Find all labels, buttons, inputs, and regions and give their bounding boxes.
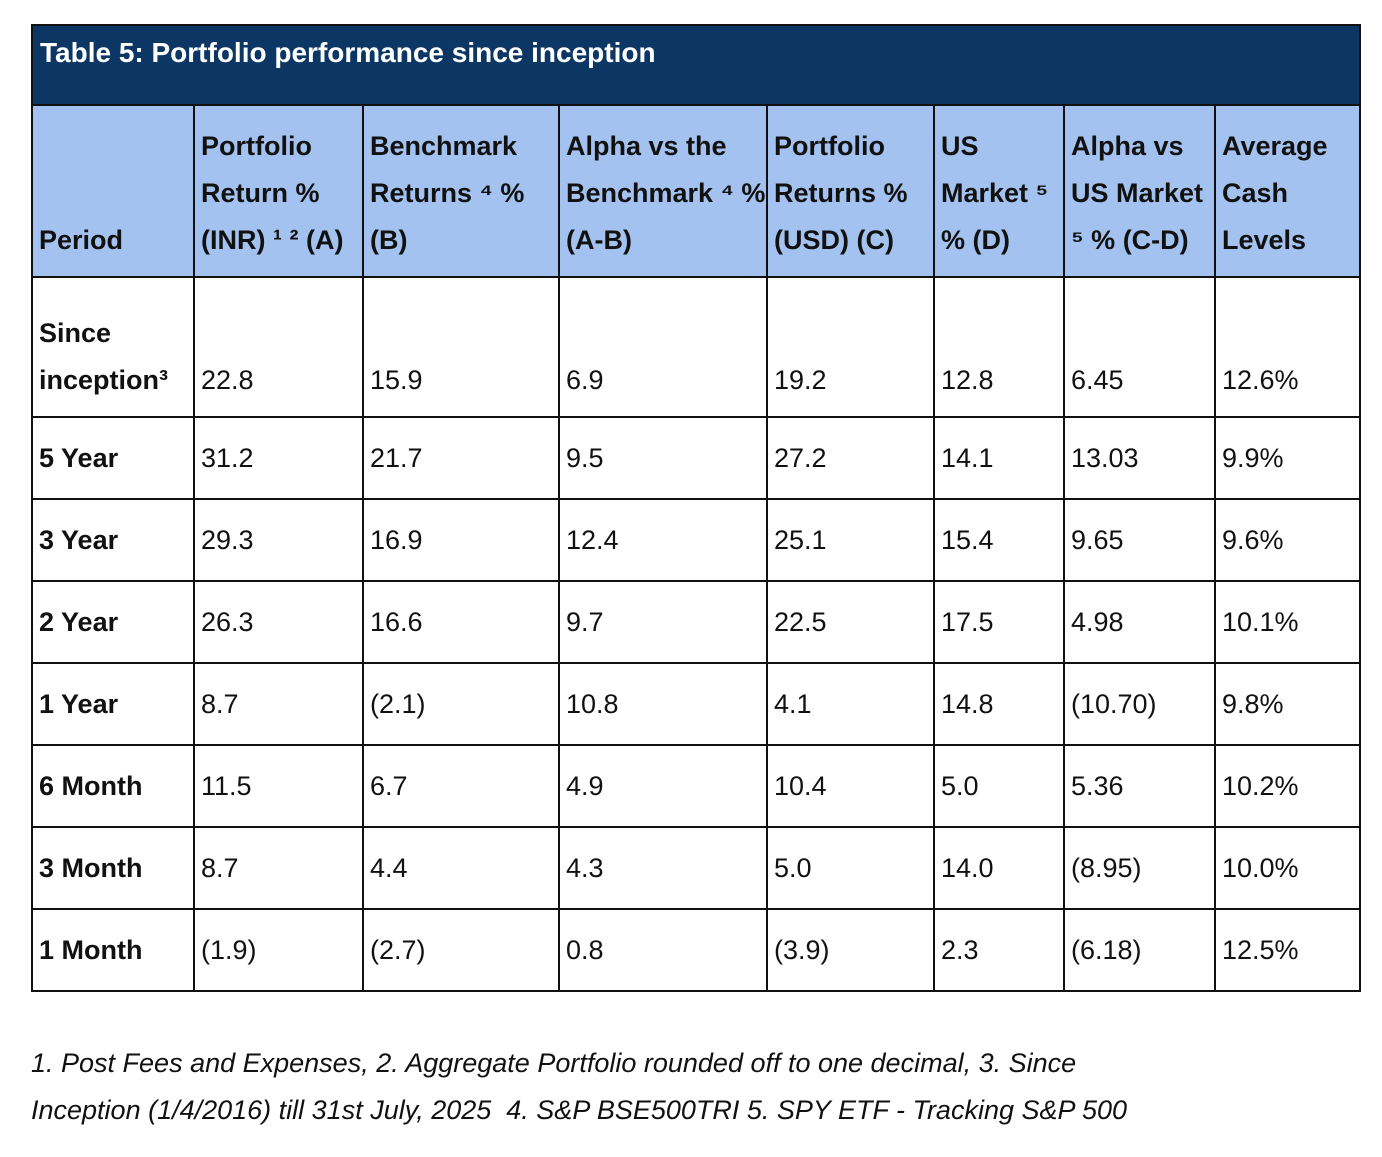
cell-period: 5 Year: [31, 416, 195, 500]
cell-alpha-vs-us-market: (8.95): [1063, 826, 1216, 910]
cell-alpha-vs-benchmark: 4.9: [558, 744, 768, 828]
cell-us-market: 17.5: [933, 580, 1065, 664]
cell-alpha-vs-us-market: 5.36: [1063, 744, 1216, 828]
performance-table-container: Table 5: Portfolio performance since inc…: [31, 24, 1361, 992]
cell-alpha-vs-benchmark: 4.3: [558, 826, 768, 910]
cell-period: Since inception³: [31, 276, 195, 418]
table-row: 1 Year 8.7 (2.1) 10.8 4.1 14.8 (10.70) 9…: [31, 662, 1361, 746]
cell-portfolio-returns-usd: 4.1: [766, 662, 935, 746]
table-row: 5 Year 31.2 21.7 9.5 27.2 14.1 13.03 9.9…: [31, 416, 1361, 500]
cell-average-cash-levels: 12.5%: [1214, 908, 1361, 992]
cell-portfolio-return-inr: 26.3: [193, 580, 364, 664]
cell-average-cash-levels: 10.2%: [1214, 744, 1361, 828]
cell-average-cash-levels: 9.9%: [1214, 416, 1361, 500]
table-row: 1 Month (1.9) (2.7) 0.8 (3.9) 2.3 (6.18)…: [31, 908, 1361, 992]
cell-us-market: 2.3: [933, 908, 1065, 992]
table-row: 2 Year 26.3 16.6 9.7 22.5 17.5 4.98 10.1…: [31, 580, 1361, 664]
cell-average-cash-levels: 9.8%: [1214, 662, 1361, 746]
cell-alpha-vs-benchmark: 6.9: [558, 276, 768, 418]
cell-alpha-vs-us-market: 4.98: [1063, 580, 1216, 664]
cell-portfolio-returns-usd: 25.1: [766, 498, 935, 582]
cell-portfolio-returns-usd: 5.0: [766, 826, 935, 910]
header-portfolio-returns-usd: Portfolio Returns % (USD) (C): [766, 104, 935, 278]
header-portfolio-return-inr: Portfolio Return % (INR) ¹ ² (A): [193, 104, 364, 278]
cell-portfolio-returns-usd: 10.4: [766, 744, 935, 828]
cell-portfolio-return-inr: 8.7: [193, 662, 364, 746]
cell-benchmark-returns: 15.9: [362, 276, 560, 418]
cell-portfolio-returns-usd: 27.2: [766, 416, 935, 500]
table-row: 3 Year 29.3 16.9 12.4 25.1 15.4 9.65 9.6…: [31, 498, 1361, 582]
cell-benchmark-returns: 16.6: [362, 580, 560, 664]
cell-alpha-vs-us-market: 9.65: [1063, 498, 1216, 582]
cell-benchmark-returns: (2.1): [362, 662, 560, 746]
cell-portfolio-return-inr: 8.7: [193, 826, 364, 910]
header-benchmark-returns: Benchmark Returns ⁴ % (B): [362, 104, 560, 278]
header-row: Period Portfolio Return % (INR) ¹ ² (A) …: [31, 104, 1361, 278]
cell-portfolio-returns-usd: 22.5: [766, 580, 935, 664]
table-row: 6 Month 11.5 6.7 4.9 10.4 5.0 5.36 10.2%: [31, 744, 1361, 828]
cell-average-cash-levels: 10.0%: [1214, 826, 1361, 910]
table-row: 3 Month 8.7 4.4 4.3 5.0 14.0 (8.95) 10.0…: [31, 826, 1361, 910]
cell-portfolio-return-inr: 22.8: [193, 276, 364, 418]
header-us-market: US Market ⁵ % (D): [933, 104, 1065, 278]
cell-alpha-vs-us-market: 6.45: [1063, 276, 1216, 418]
cell-alpha-vs-benchmark: 0.8: [558, 908, 768, 992]
header-period: Period: [31, 104, 195, 278]
header-alpha-vs-benchmark: Alpha vs the Benchmark ⁴ % (A-B): [558, 104, 768, 278]
cell-alpha-vs-benchmark: 10.8: [558, 662, 768, 746]
cell-us-market: 14.8: [933, 662, 1065, 746]
cell-alpha-vs-benchmark: 12.4: [558, 498, 768, 582]
cell-us-market: 14.0: [933, 826, 1065, 910]
cell-average-cash-levels: 9.6%: [1214, 498, 1361, 582]
cell-portfolio-return-inr: (1.9): [193, 908, 364, 992]
cell-period: 3 Month: [31, 826, 195, 910]
cell-us-market: 15.4: [933, 498, 1065, 582]
cell-period: 3 Year: [31, 498, 195, 582]
cell-us-market: 12.8: [933, 276, 1065, 418]
cell-benchmark-returns: 6.7: [362, 744, 560, 828]
table-row: Since inception³ 22.8 15.9 6.9 19.2 12.8…: [31, 276, 1361, 418]
cell-alpha-vs-benchmark: 9.5: [558, 416, 768, 500]
footnote-line-2: Inception (1/4/2016) till 31st July, 202…: [31, 1095, 1128, 1125]
header-average-cash-levels: Average Cash Levels: [1214, 104, 1361, 278]
cell-us-market: 14.1: [933, 416, 1065, 500]
cell-average-cash-levels: 12.6%: [1214, 276, 1361, 418]
cell-portfolio-return-inr: 11.5: [193, 744, 364, 828]
cell-average-cash-levels: 10.1%: [1214, 580, 1361, 664]
cell-alpha-vs-benchmark: 9.7: [558, 580, 768, 664]
cell-us-market: 5.0: [933, 744, 1065, 828]
cell-period: 2 Year: [31, 580, 195, 664]
footnote: 1. Post Fees and Expenses, 2. Aggregate …: [31, 1040, 1371, 1134]
footnote-line-1: 1. Post Fees and Expenses, 2. Aggregate …: [31, 1048, 1077, 1078]
header-alpha-vs-us-market: Alpha vs US Market ⁵ % (C-D): [1063, 104, 1216, 278]
cell-period: 1 Month: [31, 908, 195, 992]
performance-table: Period Portfolio Return % (INR) ¹ ² (A) …: [31, 104, 1361, 992]
cell-benchmark-returns: 21.7: [362, 416, 560, 500]
cell-benchmark-returns: 16.9: [362, 498, 560, 582]
cell-alpha-vs-us-market: (10.70): [1063, 662, 1216, 746]
cell-period: 1 Year: [31, 662, 195, 746]
cell-portfolio-return-inr: 31.2: [193, 416, 364, 500]
cell-alpha-vs-us-market: (6.18): [1063, 908, 1216, 992]
cell-portfolio-return-inr: 29.3: [193, 498, 364, 582]
cell-alpha-vs-us-market: 13.03: [1063, 416, 1216, 500]
cell-benchmark-returns: (2.7): [362, 908, 560, 992]
cell-portfolio-returns-usd: (3.9): [766, 908, 935, 992]
cell-portfolio-returns-usd: 19.2: [766, 276, 935, 418]
table-title: Table 5: Portfolio performance since inc…: [31, 24, 1361, 104]
cell-period: 6 Month: [31, 744, 195, 828]
cell-benchmark-returns: 4.4: [362, 826, 560, 910]
